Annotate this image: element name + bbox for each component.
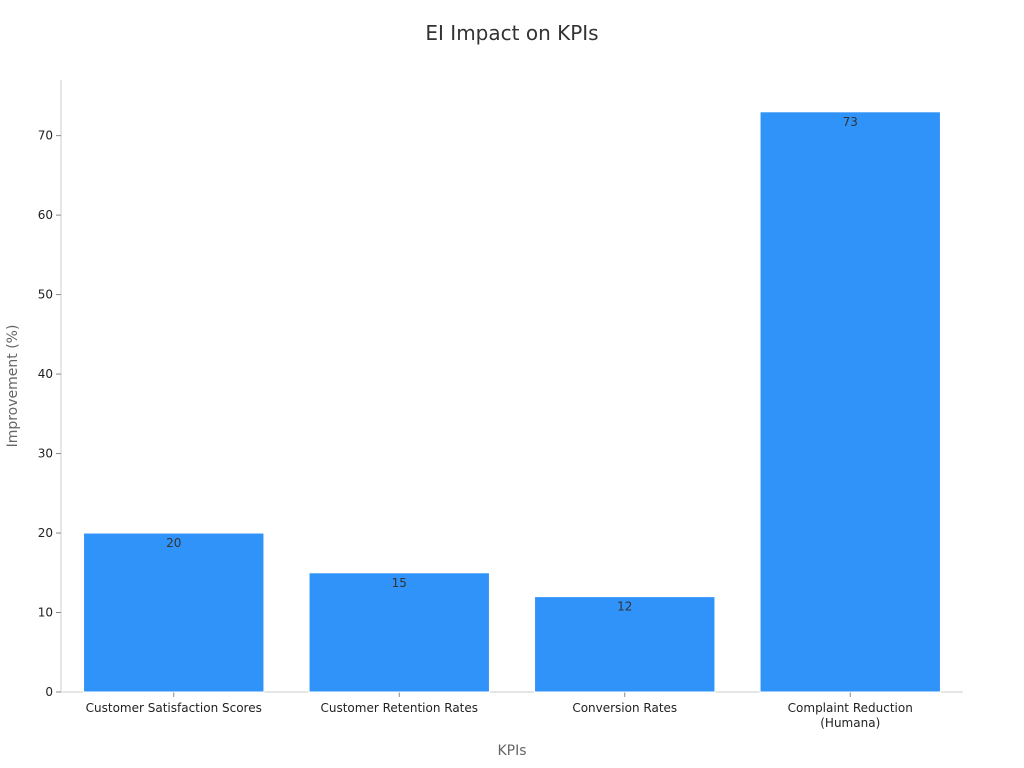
- bar: [83, 532, 265, 693]
- bar: [534, 596, 716, 693]
- y-tick-label: 0: [45, 685, 53, 699]
- x-tick-label: Complaint Reduction (Humana): [788, 701, 913, 730]
- y-tick-label: 20: [38, 526, 53, 540]
- x-tick-label-line: Complaint Reduction: [788, 701, 913, 715]
- bar: [759, 111, 941, 693]
- y-axis: 0 10 20 30 40 50 60 70: [38, 80, 62, 699]
- bar-value-label: 73: [843, 115, 858, 129]
- bar-labels-group: 20 15 12 73: [166, 115, 858, 614]
- x-tick-label: Customer Satisfaction Scores: [86, 701, 262, 715]
- y-axis-title: Improvement (%): [5, 325, 21, 448]
- y-tick-label: 60: [38, 208, 53, 222]
- y-tick-label: 40: [38, 367, 53, 381]
- x-axis: Customer Satisfaction Scores Customer Ret…: [61, 691, 963, 730]
- bars-group: [83, 111, 941, 693]
- y-tick-label: 70: [38, 129, 53, 143]
- y-tick-label: 30: [38, 447, 53, 461]
- bar: [308, 572, 490, 693]
- bar-value-label: 20: [166, 536, 181, 550]
- y-tick-label: 50: [38, 288, 53, 302]
- bar-value-label: 15: [392, 576, 407, 590]
- x-tick-label-line: Conversion Rates: [572, 701, 677, 715]
- x-tick-label: Conversion Rates: [572, 701, 677, 715]
- x-tick-label-line: Customer Satisfaction Scores: [86, 701, 262, 715]
- chart-title: EI Impact on KPIs: [425, 21, 598, 45]
- x-tick-label-line: (Humana): [820, 716, 880, 730]
- x-tick-label-line: Customer Retention Rates: [320, 701, 478, 715]
- y-tick-label: 10: [38, 606, 53, 620]
- bar-value-label: 12: [617, 600, 632, 614]
- x-axis-title: KPIs: [497, 743, 526, 759]
- x-tick-label: Customer Retention Rates: [320, 701, 478, 715]
